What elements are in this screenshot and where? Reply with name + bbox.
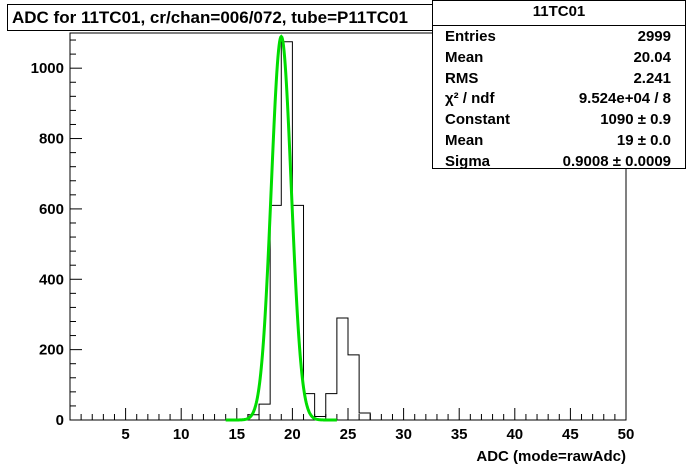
- stats-label: Mean: [445, 131, 484, 149]
- y-tick-label: 0: [56, 412, 64, 429]
- histogram-bin: [326, 394, 337, 420]
- stats-label: Sigma: [445, 152, 491, 170]
- histogram-bin: [359, 413, 370, 420]
- stats-label: χ² / ndf: [445, 90, 495, 108]
- x-tick-label: 15: [228, 426, 245, 443]
- stats-value: 2999: [637, 28, 671, 45]
- x-tick-labels: 5 10 15 20 25 30 35 40 45 50: [121, 426, 634, 443]
- x-tick-label: 20: [284, 426, 301, 443]
- stats-row: Constant 1090 ± 0.9: [433, 109, 685, 130]
- histogram-bin: [337, 318, 348, 420]
- x-tick-label: 35: [451, 426, 468, 443]
- histogram-outline: [236, 41, 371, 420]
- stats-value: 1090 ± 0.9: [600, 111, 671, 129]
- stats-row: RMS 2.241: [433, 68, 685, 89]
- y-tick-label: 600: [39, 201, 64, 218]
- x-tick-label: 25: [340, 426, 357, 443]
- stats-name: 11TC01: [433, 1, 685, 26]
- y-tick-labels: 0 200 400 600 800 1000: [31, 60, 64, 429]
- y-tick-label: 400: [39, 271, 64, 288]
- stats-value: 2.241: [633, 69, 671, 87]
- stats-label: Entries: [445, 28, 496, 45]
- x-tick-label: 50: [618, 426, 635, 443]
- stats-label: Constant: [445, 111, 510, 129]
- x-tick-label: 10: [173, 426, 190, 443]
- stats-row: Sigma 0.9008 ± 0.0009: [433, 151, 685, 172]
- x-axis-title: ADC (mode=rawAdc): [476, 448, 626, 465]
- y-tick-label: 800: [39, 131, 64, 148]
- x-tick-label: 5: [121, 426, 129, 443]
- histogram-bin: [259, 404, 270, 420]
- stats-label: Mean: [445, 48, 484, 66]
- stats-value: 19 ± 0.0: [616, 131, 671, 149]
- stats-row: Entries 2999: [433, 26, 685, 47]
- stats-value: 20.04: [633, 48, 671, 66]
- y-tick-label: 200: [39, 342, 64, 359]
- chart-title: ADC for 11TC01, cr/chan=006/072, tube=P1…: [7, 4, 493, 31]
- x-tick-label: 30: [395, 426, 412, 443]
- axis-ticks: [69, 39, 627, 421]
- stats-value: 0.9008 ± 0.0009: [562, 152, 671, 170]
- gaussian-fit-curve: [225, 34, 337, 422]
- stats-row: Mean 19 ± 0.0: [433, 130, 685, 151]
- y-tick-label: 1000: [31, 60, 64, 77]
- stats-row: Mean 20.04: [433, 47, 685, 68]
- x-tick-label: 45: [562, 426, 579, 443]
- stats-box: 11TC01 Entries 2999 Mean 20.04 RMS 2.241 χ² / …: [432, 0, 686, 172]
- x-tick-label: 40: [506, 426, 523, 443]
- stats-value: 9.524e+04 / 8: [578, 90, 671, 108]
- stats-rows: Entries 2999 Mean 20.04 RMS 2.241 χ² / ndf 9.52…: [433, 26, 685, 172]
- stats-row: χ² / ndf 9.524e+04 / 8: [433, 88, 685, 109]
- histogram-bin: [348, 355, 359, 420]
- histogram-bin: [270, 205, 281, 420]
- stats-label: RMS: [445, 69, 479, 87]
